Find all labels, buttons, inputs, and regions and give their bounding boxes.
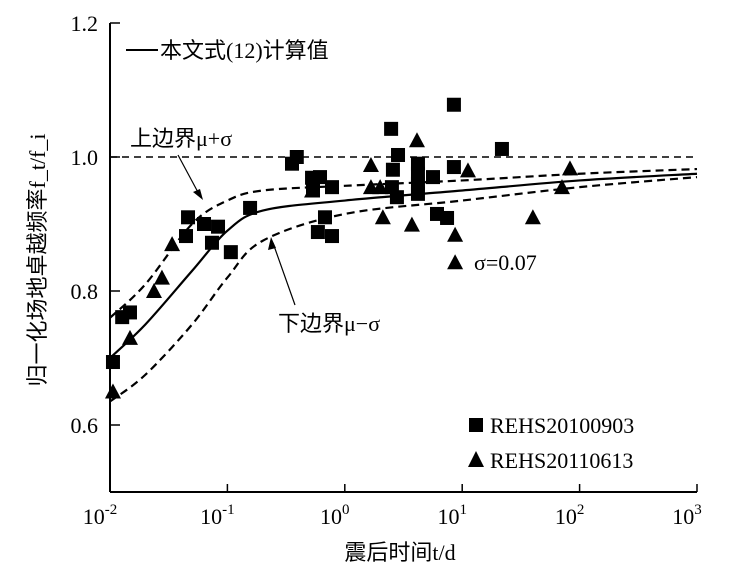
square-point xyxy=(317,210,332,225)
x-tick-base: 10 xyxy=(555,504,577,529)
upper-arrowhead xyxy=(193,189,203,200)
lower-bound-curve xyxy=(109,176,698,403)
square-point xyxy=(325,229,340,244)
square-point xyxy=(410,186,425,201)
x-tick-exponent: 2 xyxy=(577,502,585,518)
x-tick-label: 102 xyxy=(555,502,585,529)
triangle-point xyxy=(372,179,389,195)
square-point xyxy=(289,150,304,164)
lower-arrow xyxy=(272,242,296,306)
triangle-point xyxy=(447,254,464,270)
triangle-point xyxy=(447,226,464,242)
triangle-point xyxy=(304,182,321,198)
lower-arrowhead xyxy=(268,237,276,250)
upper-arrow xyxy=(177,154,201,197)
square-point xyxy=(426,170,441,185)
x-tick-exponent: -1 xyxy=(222,502,235,518)
x-tick-exponent: 3 xyxy=(694,502,702,518)
triangle-point xyxy=(553,179,570,195)
x-axis-label: 震后时间t/d xyxy=(344,540,455,565)
x-tick-label: 10-2 xyxy=(83,502,118,529)
triangle-point xyxy=(459,162,476,178)
square-point xyxy=(223,245,238,260)
square-point xyxy=(197,217,212,231)
legend-triangle-marker xyxy=(468,451,484,467)
y-tick-label: 0.6 xyxy=(71,413,99,438)
triangle-point xyxy=(374,209,391,225)
legend-series-2: REHS20110613 xyxy=(490,448,633,473)
x-tick-base: 10 xyxy=(320,504,342,529)
triangle-point xyxy=(104,383,121,399)
triangle-point xyxy=(121,329,138,345)
square-point xyxy=(313,170,328,185)
square-point xyxy=(325,180,340,195)
x-tick-label: 10-1 xyxy=(200,502,235,529)
square-point xyxy=(440,210,455,225)
legend-curve-label: 本文式(12)计算值 xyxy=(160,38,329,63)
triangle-point xyxy=(403,216,420,232)
square-point xyxy=(389,190,404,205)
square-point xyxy=(105,355,120,370)
square-point xyxy=(385,162,400,177)
x-tick-exponent: 1 xyxy=(459,502,467,518)
x-tick-label: 100 xyxy=(320,502,350,529)
upper-bound-label: 上边界μ+σ xyxy=(130,126,232,151)
fit-curve xyxy=(109,172,698,359)
y-axis-label: 归一化场地卓越频率f_t/f_i xyxy=(25,134,50,387)
legend-square-marker xyxy=(469,418,483,432)
legend-series-1: REHS20100903 xyxy=(490,413,634,438)
triangle-point xyxy=(561,160,578,176)
sigma-label: σ=0.07 xyxy=(474,250,537,275)
x-tick-base: 10 xyxy=(83,504,105,529)
square-point xyxy=(211,219,226,234)
square-point xyxy=(494,141,509,156)
square-point xyxy=(310,225,325,240)
y-tick-label: 0.8 xyxy=(71,279,99,304)
triangle-point xyxy=(524,209,541,225)
square-point xyxy=(181,210,196,225)
x-tick-exponent: 0 xyxy=(342,502,350,518)
x-tick-base: 10 xyxy=(200,504,222,529)
square-point xyxy=(384,121,399,136)
triangle-point xyxy=(145,283,162,298)
x-tick-base: 10 xyxy=(672,504,694,529)
x-tick-base: 10 xyxy=(437,504,459,529)
square-point xyxy=(410,156,425,171)
square-point xyxy=(446,97,461,112)
y-tick-label: 1.2 xyxy=(71,11,99,36)
square-point xyxy=(179,229,194,244)
square-point xyxy=(446,160,461,175)
square-point xyxy=(391,147,406,162)
square-point xyxy=(243,200,258,215)
triangle-point xyxy=(362,157,379,173)
triangle-point xyxy=(153,269,170,285)
y-tick-label: 1.0 xyxy=(71,145,99,170)
triangle-point xyxy=(164,236,181,252)
x-tick-label: 101 xyxy=(437,502,467,529)
x-tick-exponent: -2 xyxy=(105,502,118,518)
square-point xyxy=(122,305,137,320)
square-point xyxy=(204,235,219,250)
lower-bound-label: 下边界μ−σ xyxy=(278,311,380,336)
x-tick-label: 103 xyxy=(672,502,702,529)
triangle-point xyxy=(408,132,425,148)
